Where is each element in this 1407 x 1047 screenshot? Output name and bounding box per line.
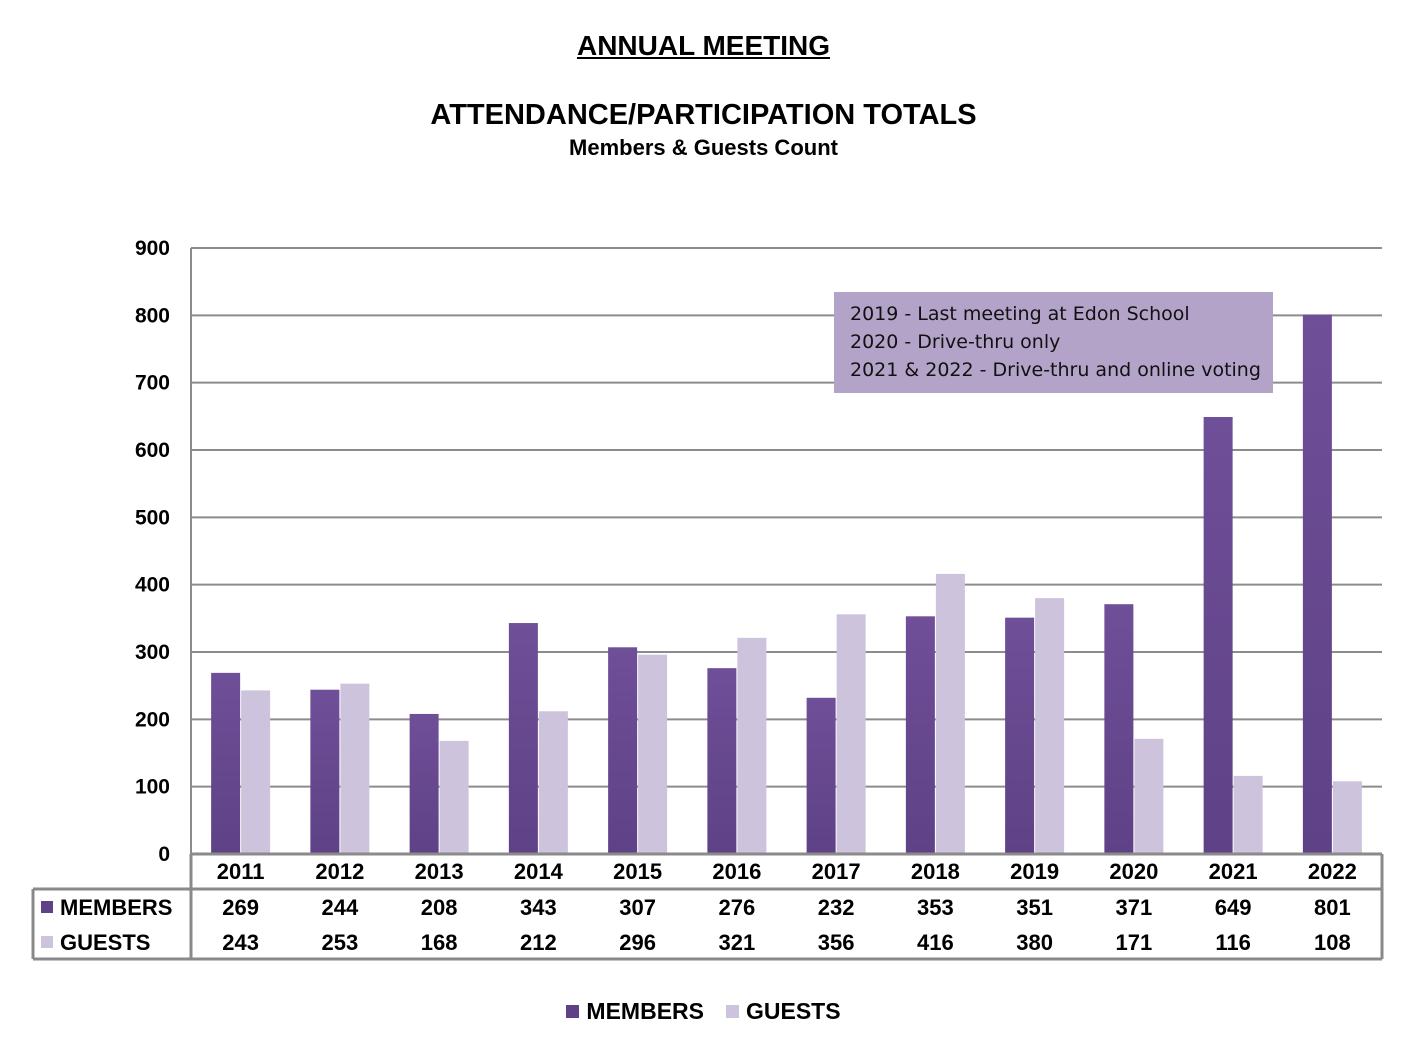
bar-members-2014 [508,623,538,854]
table-value-guests-2011: 243 [222,930,259,955]
table-value-members-2022: 801 [1314,895,1351,920]
x-tick-label-2014: 2014 [514,859,564,884]
x-tick-label-2011: 2011 [217,859,265,884]
bar-guests-2013 [439,740,469,854]
chart-title: ATTENDANCE/PARTICIPATION TOTALS [430,99,977,131]
legend-item-members: MEMBERS [566,998,704,1025]
table-swatch-members [41,901,53,913]
y-tick-label-700: 700 [135,372,170,395]
x-tick-label-2019: 2019 [1010,859,1059,884]
table-value-guests-2021: 116 [1215,930,1251,955]
table-value-guests-2020: 171 [1116,930,1153,955]
bar-guests-2012 [340,683,370,854]
table-row-label-guests: GUESTS [60,930,150,955]
bar-guests-2017 [836,614,866,854]
x-tick-label-2015: 2015 [613,859,662,884]
x-tick-label-2022: 2022 [1308,859,1357,884]
y-tick-label-400: 400 [135,574,170,597]
bar-guests-2014 [538,711,568,854]
legend-item-guests: GUESTS [725,998,841,1025]
bar-guests-2011 [241,690,271,854]
legend-label-members: MEMBERS [586,998,704,1024]
y-tick-label-800: 800 [135,304,170,327]
bar-members-2018 [905,616,935,854]
bar-guests-2021 [1233,775,1263,854]
table-swatch-guests [41,936,53,948]
x-tick-label-2021: 2021 [1209,859,1258,884]
table-value-members-2015: 307 [619,895,656,920]
table-value-members-2014: 343 [520,895,557,920]
legend-swatch-guests [725,1005,739,1018]
bar-members-2021 [1203,417,1233,854]
annotation-box: 2019 - Last meeting at Edon School 2020 … [834,292,1273,393]
y-tick-label-900: 900 [135,237,170,260]
table-row-label-members: MEMBERS [60,895,172,920]
page-title: ANNUAL MEETING [576,30,831,61]
table-value-members-2018: 353 [917,895,954,920]
y-tick-label-500: 500 [135,506,170,529]
table-value-members-2016: 276 [719,895,756,920]
bar-members-2020 [1104,604,1134,854]
bar-members-2013 [409,713,439,854]
table-value-guests-2022: 108 [1314,930,1351,955]
table-value-guests-2018: 416 [917,930,954,955]
bar-members-2022 [1302,314,1332,854]
table-value-guests-2015: 296 [619,930,656,955]
legend-swatch-members [566,1005,580,1018]
table-value-members-2020: 371 [1116,895,1153,920]
x-tick-label-2017: 2017 [812,859,861,884]
bar-members-2011 [211,672,241,854]
bar-members-2019 [1005,617,1035,854]
annotation-line-2019: 2019 - Last meeting at Edon School [850,303,1190,325]
table-value-members-2019: 351 [1016,895,1053,920]
annotation-line-2020: 2020 - Drive-thru only [850,331,1061,353]
legend: MEMBERS GUESTS [0,998,1407,1025]
bar-guests-2015 [638,654,668,854]
x-tick-label-2012: 2012 [315,859,364,884]
table-value-members-2011: 269 [222,895,259,920]
chart-subtitle: Members & Guests Count [569,135,838,160]
y-tick-label-600: 600 [135,439,170,462]
bar-guests-2020 [1134,738,1164,854]
table-value-members-2013: 208 [421,895,458,920]
bar-guests-2022 [1332,781,1362,854]
y-tick-label-100: 100 [135,776,170,799]
table-value-guests-2012: 253 [322,930,359,955]
y-tick-label-200: 200 [135,708,170,731]
legend-label-guests: GUESTS [745,998,841,1024]
table-value-guests-2017: 356 [818,930,855,955]
table-value-guests-2013: 168 [421,930,458,955]
table-value-members-2021: 649 [1215,895,1252,920]
y-tick-label-300: 300 [135,641,170,664]
bar-guests-2016 [737,637,767,854]
table-value-guests-2016: 321 [719,930,756,955]
bar-members-2012 [310,689,340,854]
bar-guests-2018 [935,573,965,854]
x-tick-label-2016: 2016 [712,859,761,884]
table-value-members-2012: 244 [322,895,359,920]
annotation-line-2021-2022: 2021 & 2022 - Drive-thru and online voti… [850,359,1261,381]
bar-guests-2019 [1035,598,1065,854]
x-tick-label-2013: 2013 [415,859,464,884]
bar-members-2016 [707,668,737,854]
x-tick-label-2018: 2018 [911,859,960,884]
y-tick-label-0: 0 [158,843,170,866]
table-value-guests-2019: 380 [1016,930,1053,955]
x-tick-label-2020: 2020 [1109,859,1158,884]
table-value-guests-2014: 212 [520,930,557,955]
table-value-members-2017: 232 [818,895,855,920]
bar-members-2015 [608,647,638,854]
bar-members-2017 [806,697,836,854]
